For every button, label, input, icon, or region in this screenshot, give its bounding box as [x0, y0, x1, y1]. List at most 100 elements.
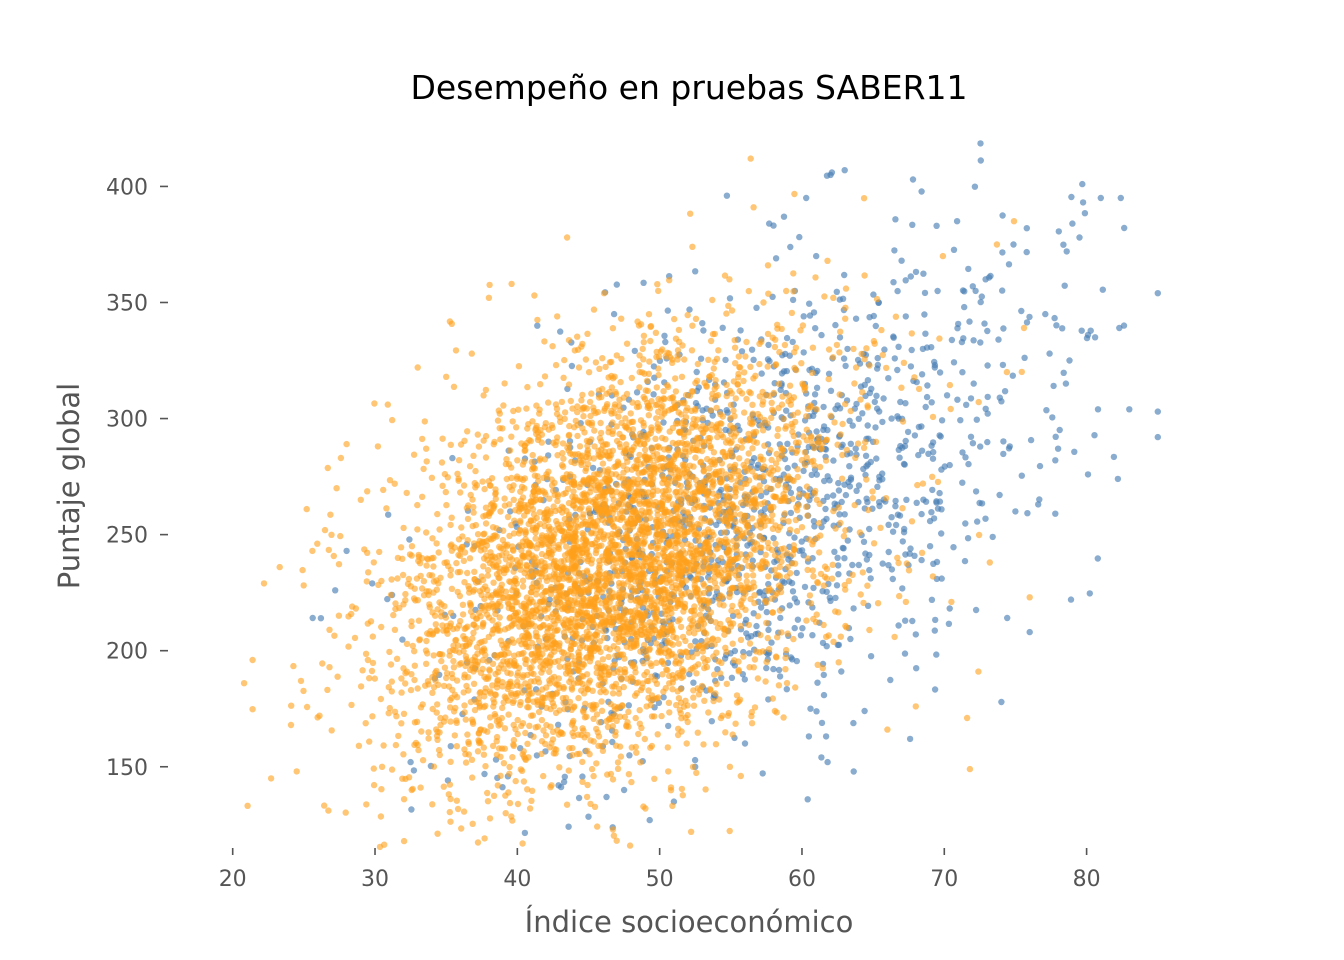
data-point-series-1: [1036, 462, 1044, 470]
data-point-series-2: [565, 767, 572, 774]
data-point-series-1: [836, 511, 843, 518]
data-point-series-1: [841, 271, 848, 279]
data-point-series-2: [856, 529, 864, 536]
data-point-series-2: [465, 687, 472, 694]
data-point-series-1: [819, 639, 827, 647]
data-point-series-2: [484, 566, 492, 574]
data-point-series-2: [847, 407, 854, 415]
data-point-series-2: [678, 715, 685, 722]
data-point-series-2: [751, 599, 758, 607]
data-point-series-2: [765, 646, 773, 653]
data-point-series-2: [542, 563, 549, 570]
data-point-series-2: [636, 451, 643, 459]
data-point-series-2: [348, 701, 355, 709]
data-point-series-2: [620, 469, 627, 476]
data-point-series-1: [835, 571, 842, 578]
data-point-series-2: [866, 362, 873, 369]
data-point-series-2: [731, 413, 738, 420]
data-point-series-1: [861, 381, 868, 388]
data-point-series-2: [549, 693, 557, 700]
data-point-series-2: [461, 746, 468, 753]
data-point-series-2: [722, 729, 729, 736]
data-point-series-2: [772, 540, 779, 547]
data-point-series-2: [644, 654, 651, 661]
data-point-series-1: [603, 793, 610, 801]
data-point-series-2: [690, 702, 698, 709]
data-point-series-1: [759, 770, 766, 777]
data-point-series-2: [300, 687, 307, 695]
data-point-series-1: [842, 362, 849, 370]
data-point-series-1: [844, 345, 851, 353]
data-point-series-1: [770, 665, 777, 673]
data-point-series-1: [626, 752, 633, 759]
data-point-series-1: [924, 382, 931, 389]
data-point-series-1: [973, 416, 980, 423]
data-point-series-2: [678, 785, 686, 793]
data-point-series-2: [668, 570, 675, 577]
data-point-series-1: [824, 473, 831, 480]
data-point-series-2: [615, 413, 622, 420]
data-point-series-2: [593, 725, 600, 733]
data-point-series-2: [439, 482, 446, 489]
data-point-series-2: [556, 764, 563, 771]
data-point-series-2: [803, 437, 810, 444]
data-point-series-1: [959, 479, 966, 486]
data-point-series-2: [859, 569, 866, 576]
data-point-series-2: [415, 553, 423, 560]
data-point-series-2: [480, 744, 487, 751]
data-point-series-2: [701, 664, 708, 672]
data-point-series-1: [700, 327, 707, 334]
data-point-series-2: [395, 732, 402, 740]
data-point-series-1: [1079, 199, 1087, 206]
data-point-series-2: [809, 369, 816, 377]
data-point-series-1: [753, 622, 760, 630]
data-point-series-2: [882, 495, 890, 502]
data-point-series-1: [776, 673, 784, 680]
data-point-series-2: [782, 654, 789, 662]
data-point-series-1: [936, 489, 943, 497]
data-point-series-2: [578, 397, 585, 404]
data-point-series-2: [814, 578, 821, 586]
data-point-series-2: [759, 465, 766, 472]
data-point-series-2: [425, 735, 432, 742]
data-point-series-2: [718, 460, 726, 467]
data-point-series-2: [749, 445, 756, 452]
data-point-series-2: [862, 438, 869, 446]
data-point-series-1: [864, 422, 871, 429]
data-point-series-2: [530, 733, 537, 740]
data-point-series-2: [553, 517, 560, 525]
data-point-series-1: [784, 440, 791, 447]
data-point-series-2: [337, 532, 344, 540]
data-point-series-1: [820, 518, 827, 525]
data-point-series-1: [963, 401, 970, 408]
data-point-series-1: [841, 167, 848, 174]
data-point-series-2: [737, 622, 744, 630]
data-point-series-2: [655, 371, 662, 379]
data-point-series-1: [811, 523, 818, 530]
data-point-series-2: [757, 544, 764, 551]
data-point-series-2: [782, 666, 789, 673]
data-point-series-1: [521, 829, 529, 837]
data-point-series-2: [657, 649, 664, 656]
data-point-series-2: [781, 341, 789, 349]
data-point-series-1: [918, 371, 926, 378]
data-point-series-2: [603, 597, 610, 604]
data-point-series-2: [446, 652, 453, 659]
data-point-series-1: [996, 491, 1003, 499]
data-point-series-1: [899, 585, 906, 592]
data-point-series-2: [494, 680, 501, 687]
data-point-series-2: [816, 500, 823, 508]
data-point-series-2: [616, 594, 623, 601]
data-point-series-2: [768, 456, 775, 464]
data-point-series-1: [938, 530, 945, 537]
data-point-series-2: [328, 727, 335, 734]
data-point-series-2: [568, 545, 576, 552]
data-point-series-2: [531, 472, 539, 479]
data-point-series-2: [697, 621, 705, 628]
data-point-series-1: [800, 349, 807, 356]
data-point-series-2: [613, 481, 621, 489]
data-point-series-1: [823, 172, 831, 179]
data-point-series-1: [900, 460, 908, 468]
data-point-series-2: [697, 458, 705, 465]
data-point-series-2: [477, 669, 485, 676]
